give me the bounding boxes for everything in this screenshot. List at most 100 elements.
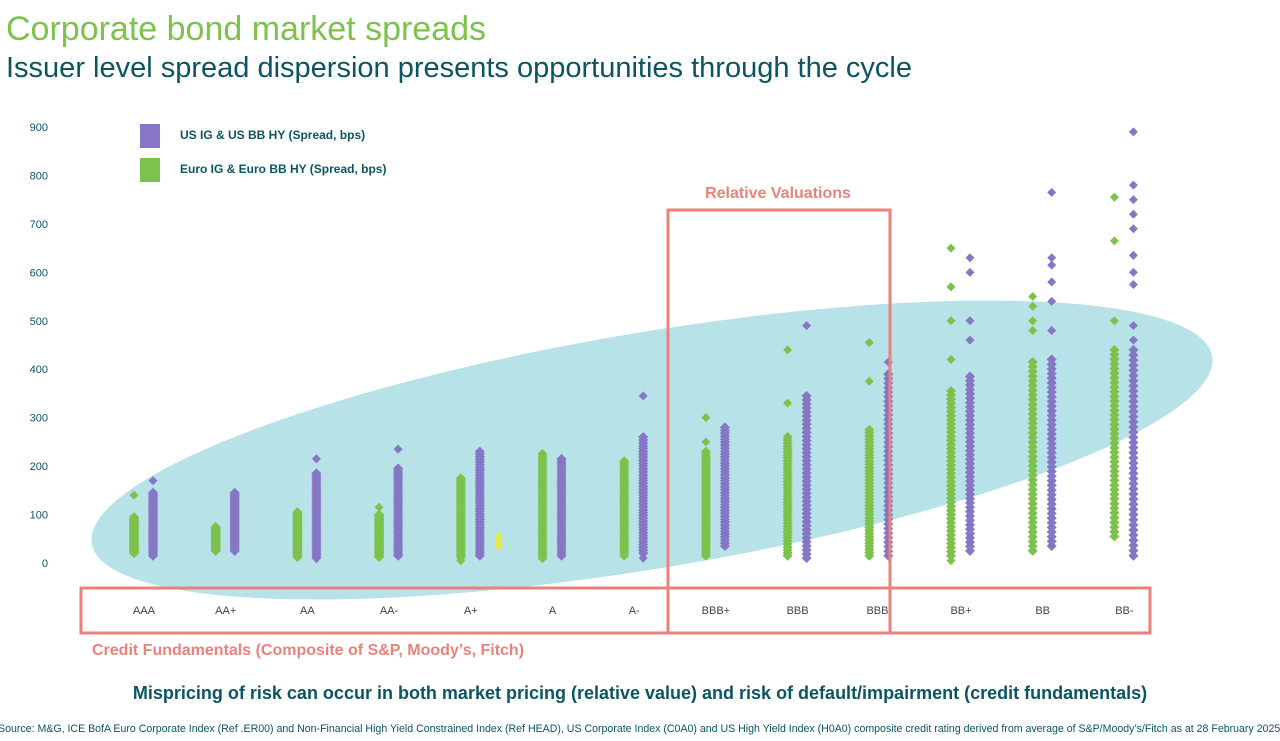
data-point: [1047, 187, 1057, 197]
data-point: [1028, 292, 1038, 302]
data-point: [210, 521, 221, 532]
page-subtitle: Issuer level spread dispersion presents …: [6, 52, 912, 84]
data-point: [1128, 442, 1139, 453]
data-point: [1109, 192, 1119, 202]
data-point: [782, 432, 793, 443]
data-point: [1128, 355, 1139, 366]
data-point: [1128, 250, 1138, 260]
data-point: [965, 253, 975, 263]
data-point: [474, 446, 485, 457]
credit-fundamentals-label: Credit Fundamentals (Composite of S&P, M…: [92, 642, 524, 659]
data-point: [393, 444, 403, 454]
x-tick-label: AA: [300, 605, 315, 617]
y-tick-label: 100: [30, 510, 48, 522]
data-point: [783, 398, 793, 408]
data-point: [864, 424, 875, 435]
data-point: [1128, 494, 1139, 505]
data-point: [1128, 209, 1138, 219]
data-point: [129, 511, 139, 522]
x-tick-label: AA+: [215, 605, 236, 617]
data-point: [1128, 180, 1138, 190]
data-point: [965, 371, 975, 382]
data-point: [1128, 504, 1139, 515]
data-point: [1128, 195, 1138, 205]
data-point: [148, 487, 158, 498]
data-point: [1128, 530, 1139, 541]
legend-swatch: [140, 124, 160, 148]
data-point: [229, 487, 240, 498]
data-point: [1128, 422, 1139, 433]
data-point: [1047, 253, 1057, 263]
data-point: [374, 502, 384, 512]
x-tick-label: BB: [1035, 605, 1050, 617]
data-point: [374, 509, 385, 520]
data-point: [1128, 406, 1139, 417]
data-point: [455, 473, 466, 484]
data-point: [1128, 386, 1139, 397]
y-tick-label: 300: [30, 413, 48, 425]
data-point: [1128, 365, 1139, 376]
x-tick-label: BBB: [787, 605, 809, 617]
data-point: [965, 267, 975, 277]
y-tick-label: 400: [30, 364, 48, 376]
y-tick-label: 0: [42, 558, 48, 570]
x-tick-label: A+: [464, 605, 478, 617]
data-point: [1047, 296, 1057, 306]
data-point: [1109, 236, 1119, 246]
data-point: [864, 338, 874, 348]
page-title: Corporate bond market spreads: [6, 10, 487, 48]
y-axis: 0 100 200 300 400 500 600 700 800 900: [30, 122, 48, 570]
data-point: [1128, 519, 1139, 530]
data-point: [801, 390, 812, 401]
x-tick-label: A: [549, 605, 557, 617]
data-point: [148, 476, 158, 486]
data-point: [1128, 416, 1139, 427]
data-point: [393, 463, 404, 474]
data-point: [1128, 321, 1138, 331]
data-point: [537, 449, 548, 459]
data-point: [700, 446, 711, 457]
data-point: [783, 345, 793, 355]
data-point: [129, 490, 139, 500]
data-point: [1128, 335, 1138, 345]
data-point: [1128, 349, 1139, 360]
data-point: [292, 507, 303, 518]
footer-message: Mispricing of risk can occur in both mar…: [132, 683, 1148, 703]
credit-fundamentals-box: [79, 586, 1152, 635]
legend-swatch: [140, 158, 160, 182]
data-point: [619, 456, 630, 467]
x-tick-label: BBB+: [702, 605, 730, 617]
data-point: [1128, 458, 1139, 469]
y-tick-label: 200: [30, 461, 48, 473]
data-point: [1128, 267, 1138, 277]
data-point: [864, 376, 874, 386]
source-note: Source: M&G, ICE BofA Euro Corporate Ind…: [0, 723, 1280, 735]
data-point: [1047, 277, 1057, 287]
data-point: [1128, 509, 1139, 520]
data-point: [1128, 344, 1139, 355]
data-point: [1128, 478, 1139, 489]
data-point: [946, 386, 956, 397]
x-tick-label: BB-: [1115, 605, 1134, 617]
value-zone-ellipse: [91, 300, 1213, 600]
data-point: [1128, 127, 1138, 137]
data-point: [1028, 325, 1038, 335]
data-point: [1128, 452, 1139, 463]
data-point: [1128, 360, 1139, 371]
data-point: [311, 468, 322, 479]
data-point: [1128, 535, 1139, 546]
y-tick-label: 800: [30, 170, 48, 182]
data-point: [701, 413, 711, 423]
data-point: [701, 437, 711, 447]
data-point: [1128, 540, 1139, 551]
data-point: [946, 556, 956, 566]
y-tick-label: 900: [30, 122, 48, 134]
legend: US IG & US BB HY (Spread, bps) Euro IG & …: [140, 124, 386, 182]
data-point: [1046, 354, 1057, 365]
data-point: [1128, 380, 1139, 391]
data-point: [1128, 468, 1139, 479]
data-point: [1128, 432, 1139, 443]
highlight-marker: [495, 534, 501, 550]
data-point: [1128, 396, 1139, 407]
data-point: [1128, 514, 1139, 525]
